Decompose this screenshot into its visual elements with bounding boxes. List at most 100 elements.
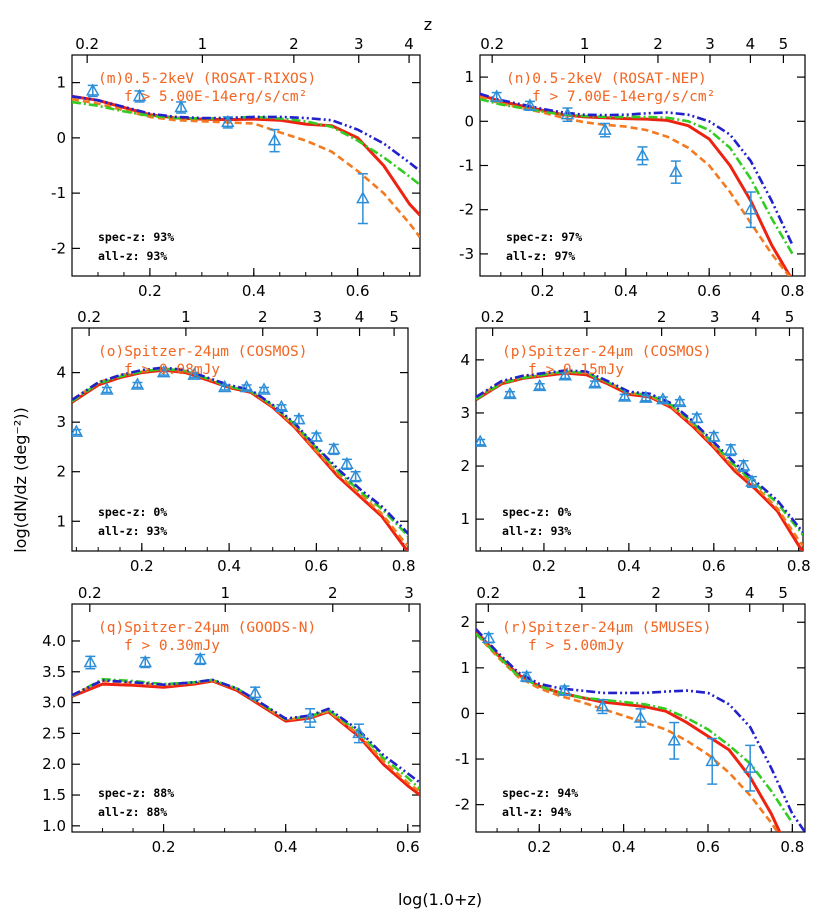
y-tick-label: 3	[460, 404, 470, 422]
x-tick-label: 0.2	[527, 838, 551, 856]
y-tick-label: 3	[56, 413, 66, 431]
model-line-dashdot	[72, 677, 420, 790]
data-point-triangle	[558, 368, 572, 381]
z-tick-label: 5	[389, 308, 399, 326]
observed-points	[489, 89, 758, 229]
z-tick-label: 4	[751, 308, 761, 326]
panel-flux-cut: f > 0.30mJy	[124, 638, 220, 654]
top-axis-label: z	[424, 15, 432, 34]
z-tick-label: 3	[312, 308, 322, 326]
data-point-triangle	[736, 458, 751, 471]
all-z-label: all-z: 88%	[98, 805, 167, 819]
y-tick-label: 1	[56, 512, 66, 530]
model-line-dashed	[72, 97, 420, 239]
data-point-triangle	[639, 390, 653, 403]
z-tick-label: 3	[710, 308, 720, 326]
data-point-triangle	[292, 412, 306, 425]
model-line-dashed	[476, 370, 803, 547]
y-tick-label: 0	[460, 704, 470, 722]
data-point-triangle	[193, 651, 207, 665]
all-z-label: all-z: 94%	[502, 805, 571, 819]
y-tick-label: 0	[56, 129, 66, 147]
data-point-triangle	[690, 410, 704, 424]
z-tick-label: 1	[198, 35, 208, 53]
observed-points	[86, 83, 370, 225]
panel-n: 0.2 0.4 0.6 0.8 0.2 1 2 3 4 5 -3 -2 -1 0 1 (n)0.5-2keV …	[459, 35, 806, 300]
z-tick-label: 0.2	[75, 35, 99, 53]
panel-flux-cut: f > 5.00E-14erg/s/cm²	[124, 89, 307, 105]
z-tick-label: 2	[328, 584, 338, 602]
spec-z-label: spec-z: 97%	[506, 230, 582, 244]
x-tick-label: 0.6	[697, 282, 721, 300]
panel-o: 0.2 0.4 0.6 0.8 0.2 1 2 3 4 5 1 2 3 4 (o)Spitzer-24μm …	[56, 308, 415, 575]
panel-frame	[475, 603, 806, 833]
model-line-solid	[480, 93, 792, 276]
y-tick-label: 2.5	[42, 724, 66, 742]
x-tick-label: 0.2	[532, 557, 556, 575]
model-curves	[476, 369, 803, 551]
spec-z-label: spec-z: 93%	[98, 230, 174, 244]
data-point-triangle	[707, 429, 721, 442]
y-tick-label: -1	[51, 184, 66, 202]
y-tick-label: 2.0	[42, 755, 66, 773]
y-tick-label: 2	[460, 613, 470, 631]
x-tick-label: 0.4	[614, 282, 638, 300]
x-tick-label: 0.6	[346, 282, 370, 300]
panel-flux-cut: f > 0.08mJy	[124, 362, 220, 378]
y-tick-label: 3.0	[42, 694, 66, 712]
data-point-triangle	[598, 122, 612, 135]
data-point-triangle	[743, 760, 757, 773]
panel-flux-cut: f > 5.00mJy	[528, 638, 624, 654]
z-tick-label: 4	[404, 35, 414, 53]
data-point-triangle	[669, 164, 683, 177]
y-axis-label: log(dN/dz (deg⁻²))	[11, 407, 30, 553]
y-tick-label: 4	[56, 364, 66, 382]
x-tick-label: 0.6	[396, 838, 420, 856]
data-point-triangle	[86, 83, 100, 96]
model-line-dashdotdot	[72, 95, 420, 173]
y-tick-label: 1	[460, 510, 470, 528]
data-point-triangle	[340, 456, 354, 470]
data-point-triangle	[309, 429, 324, 442]
all-z-label: all-z: 93%	[502, 524, 571, 538]
data-point-triangle	[138, 654, 153, 668]
data-point-triangle	[745, 474, 759, 487]
panels-group: 0.2 0.4 0.6 0.2 1 2 3 4 -2 -1 0 1 (m)0.5-2keV (ROSAT…	[42, 35, 811, 856]
z-tick-label: 1	[220, 584, 230, 602]
x-tick-label: 0.4	[612, 838, 636, 856]
z-tick-label: 1	[582, 308, 592, 326]
data-point-triangle	[221, 114, 235, 128]
data-point-triangle	[519, 669, 534, 682]
z-tick-label: 5	[778, 584, 788, 602]
all-z-label: all-z: 93%	[98, 249, 167, 263]
y-tick-label: -2	[51, 239, 66, 257]
panel-frame	[71, 54, 421, 277]
data-point-triangle	[72, 424, 84, 437]
y-tick-label: 4	[460, 351, 470, 369]
panel-title: (n)0.5-2keV (ROSAT-NEP)	[506, 71, 707, 87]
z-tick-label: 3	[354, 35, 364, 53]
z-tick-label: 2	[657, 308, 667, 326]
z-tick-label: 2	[651, 584, 661, 602]
y-tick-label: -3	[459, 245, 474, 263]
z-tick-label: 5	[785, 308, 795, 326]
panel-p: 0.2 0.4 0.6 0.8 0.2 1 2 3 4 5 1 2 3 4 (p)Spitzer-24μm …	[460, 308, 810, 575]
x-tick-label: 0.8	[392, 557, 416, 575]
data-point-triangle	[705, 753, 719, 767]
y-tick-label: 4.0	[42, 632, 66, 650]
data-point-triangle	[83, 654, 98, 668]
spec-z-label: spec-z: 94%	[502, 786, 578, 800]
data-point-triangle	[248, 685, 262, 699]
z-tick-label: 4	[745, 584, 755, 602]
data-point-triangle	[560, 107, 575, 120]
z-tick-label: 2	[258, 308, 268, 326]
model-line-dashdotdot	[480, 92, 794, 246]
z-tick-label: 3	[705, 35, 715, 53]
z-tick-label: 0.2	[480, 35, 504, 53]
spec-z-label: spec-z: 88%	[98, 786, 174, 800]
data-point-triangle	[532, 378, 547, 392]
data-point-triangle	[352, 725, 366, 739]
data-point-triangle	[557, 683, 572, 696]
data-point-triangle	[595, 699, 610, 712]
